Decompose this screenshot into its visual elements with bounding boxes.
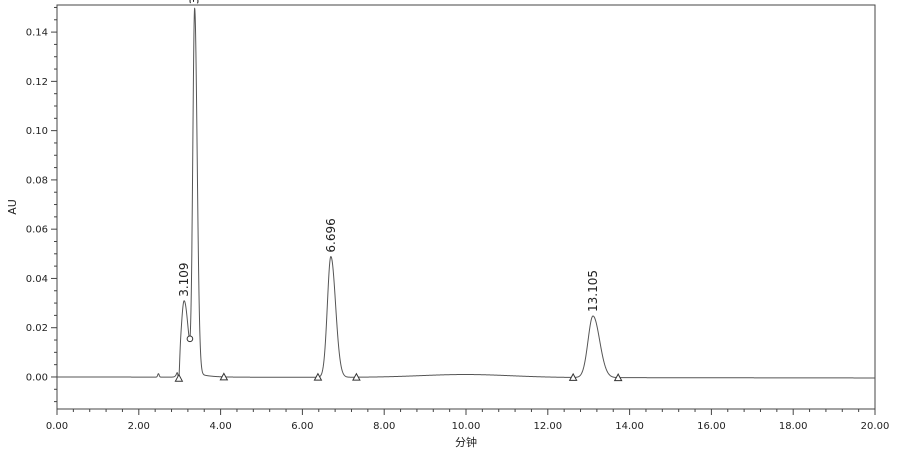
y-tick-label: 0.06 (26, 225, 48, 236)
chromatogram-trace (57, 7, 875, 381)
baseline-marker (313, 372, 323, 381)
peak-labels: 3.109 3.366 6.696 13.105 (177, 0, 600, 312)
y-tick-label: 0.10 (26, 126, 48, 137)
y-tick-label: 0.02 (26, 323, 48, 334)
x-axis: 0.00 2.00 4.00 6.00 8.00 10.00 12.00 14.00 16.00… (46, 409, 889, 432)
baseline-marker (568, 372, 578, 381)
x-tick-label: 10.00 (452, 421, 481, 432)
x-tick-label: 8.00 (373, 421, 395, 432)
baseline-marker (174, 373, 184, 382)
x-axis-title: 分钟 (455, 435, 477, 449)
y-tick-label: 0.14 (26, 28, 48, 39)
x-tick-label: 4.00 (209, 421, 231, 432)
x-tick-label: 0.00 (46, 421, 68, 432)
baseline-markers (174, 335, 623, 382)
x-tick-label: 2.00 (128, 421, 150, 432)
x-tick-label: 14.00 (615, 421, 644, 432)
baseline-marker (352, 372, 361, 381)
y-tick-label: 0.12 (26, 77, 48, 88)
y-tick-label: 0.00 (26, 372, 48, 383)
y-axis-title: AU (6, 199, 19, 215)
peak-label: 6.696 (324, 218, 338, 252)
y-axis: 0.00 0.02 0.04 0.06 0.08 0.10 0.12 0.14 (26, 6, 57, 403)
baseline-marker (186, 335, 194, 343)
x-tick-label: 12.00 (533, 421, 562, 432)
peak-label: 3.109 (177, 262, 191, 296)
x-tick-label: 18.00 (779, 421, 808, 432)
y-tick-label: 0.04 (26, 274, 48, 285)
y-tick-label: 0.08 (26, 175, 48, 186)
baseline-marker (613, 373, 623, 382)
x-tick-label: 16.00 (697, 421, 726, 432)
x-tick-label: 20.00 (861, 421, 890, 432)
x-tick-label: 6.00 (291, 421, 313, 432)
peak-label: 3.366 (188, 0, 202, 4)
baseline-marker (219, 372, 229, 381)
peak-label: 13.105 (586, 270, 600, 312)
